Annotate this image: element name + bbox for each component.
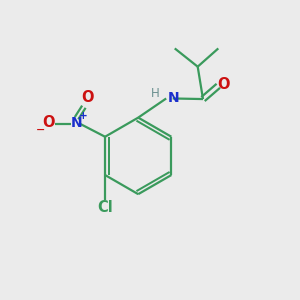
Text: N: N (168, 91, 179, 105)
Text: N: N (71, 116, 82, 130)
Text: O: O (82, 89, 94, 104)
Text: +: + (79, 111, 88, 121)
Text: O: O (42, 116, 55, 130)
Text: H: H (151, 87, 159, 100)
Text: O: O (218, 77, 230, 92)
Text: Cl: Cl (97, 200, 113, 215)
Text: −: − (36, 125, 46, 135)
